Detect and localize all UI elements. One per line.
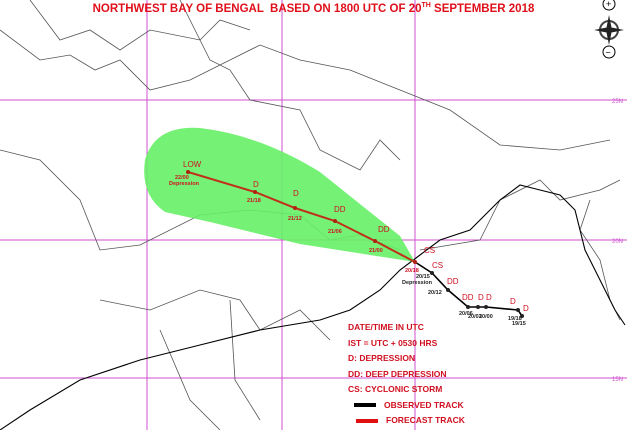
forecast-time-label: 21/12 (288, 216, 302, 222)
legend-forecast-label: FORECAST TRACK (386, 415, 465, 425)
lat-label: 20N (612, 239, 623, 245)
zoom-out-button[interactable] (602, 45, 616, 59)
observed-point (520, 314, 524, 318)
legend-item: CS: CYCLONIC STORM (348, 384, 443, 394)
observed-time-label: 19/18 (508, 316, 522, 322)
zoom-out-icon[interactable]: − (606, 48, 611, 58)
forecast-extra-label: Depression (169, 181, 200, 187)
observed-extra-label: Depression (402, 280, 433, 286)
observed-time-label: 20/12 (428, 290, 442, 296)
lat-label: 15N (612, 377, 623, 383)
map-controls: + − (594, 0, 624, 59)
forecast-category-label: DD (378, 225, 390, 234)
forecast-point (333, 219, 337, 223)
forecast-time-label: 22/00 (175, 175, 189, 181)
forecast-time-label: 21/18 (247, 198, 261, 204)
legend-observed-label: OBSERVED TRACK (384, 399, 464, 410)
observed-category-label: D (478, 293, 484, 302)
map-title: NORTHWEST BAY OF BENGAL BASED ON 1800 UT… (0, 2, 627, 15)
observed-category-label: DD (447, 277, 459, 286)
zoom-in-button[interactable] (602, 0, 616, 11)
forecast-point (253, 190, 257, 194)
legend: DATE/TIME IN UTC IST = UTC + 0530 HRS D:… (348, 322, 465, 430)
forecast-point (293, 206, 297, 210)
forecast-time-label: 21/00 (369, 248, 383, 254)
title-sup: TH (421, 2, 431, 9)
zoom-in-icon[interactable]: + (606, 0, 611, 9)
observed-time-label: 20/03 (468, 314, 482, 320)
observed-point (430, 271, 434, 275)
observed-point (446, 288, 450, 292)
observed-track-line (414, 261, 523, 317)
coastline (0, 184, 626, 430)
forecast-category-label: CS (424, 246, 435, 255)
forecast-time-label: 20/18 (405, 268, 419, 274)
compass-rose-icon (594, 15, 624, 45)
forecast-category-label: LOW (183, 160, 202, 169)
forecast-category-label: D (293, 189, 299, 198)
legend-item: IST = UTC + 0530 HRS (348, 337, 438, 348)
title-text: SEPTEMBER 2018 (430, 2, 535, 15)
observed-time-label: 20/06 (459, 311, 473, 317)
forecast-point (413, 260, 417, 264)
forecast-point (373, 239, 377, 243)
observed-point (476, 305, 480, 309)
legend-item: DATE/TIME IN UTC (348, 322, 424, 332)
observed-time-label: 20/00 (479, 314, 493, 320)
forecast-category-label: DD (334, 205, 346, 214)
observed-category-label: DD (462, 293, 474, 302)
legend-forecast: FORECAST TRACK (348, 415, 465, 430)
observed-category-label: CS (432, 261, 443, 270)
forecast-swatch (356, 418, 378, 423)
forecast-point (186, 170, 190, 174)
forecast-category-label: D (253, 180, 259, 189)
legend-item: DD: DEEP DEPRESSION (348, 368, 447, 379)
observed-time-label: 20/15 (416, 274, 430, 280)
title-text: NORTHWEST BAY OF BENGAL BASED ON 1800 UT… (92, 2, 422, 15)
observed-time-label: 19/15 (512, 321, 526, 327)
lat-label: 25N (612, 99, 623, 105)
forecast-cone (144, 127, 415, 262)
observed-category-label: D (486, 293, 492, 302)
forecast-track-line (187, 171, 416, 263)
legend-item: D: DEPRESSION (348, 353, 416, 363)
observed-category-label: D (510, 297, 516, 306)
legend-observed: OBSERVED TRACK (348, 400, 465, 416)
observed-category-label: D (523, 304, 529, 313)
observed-swatch (354, 403, 376, 408)
observed-point (484, 305, 488, 309)
observed-point (466, 305, 470, 309)
forecast-time-label: 21/06 (328, 229, 342, 235)
observed-point (516, 308, 520, 312)
